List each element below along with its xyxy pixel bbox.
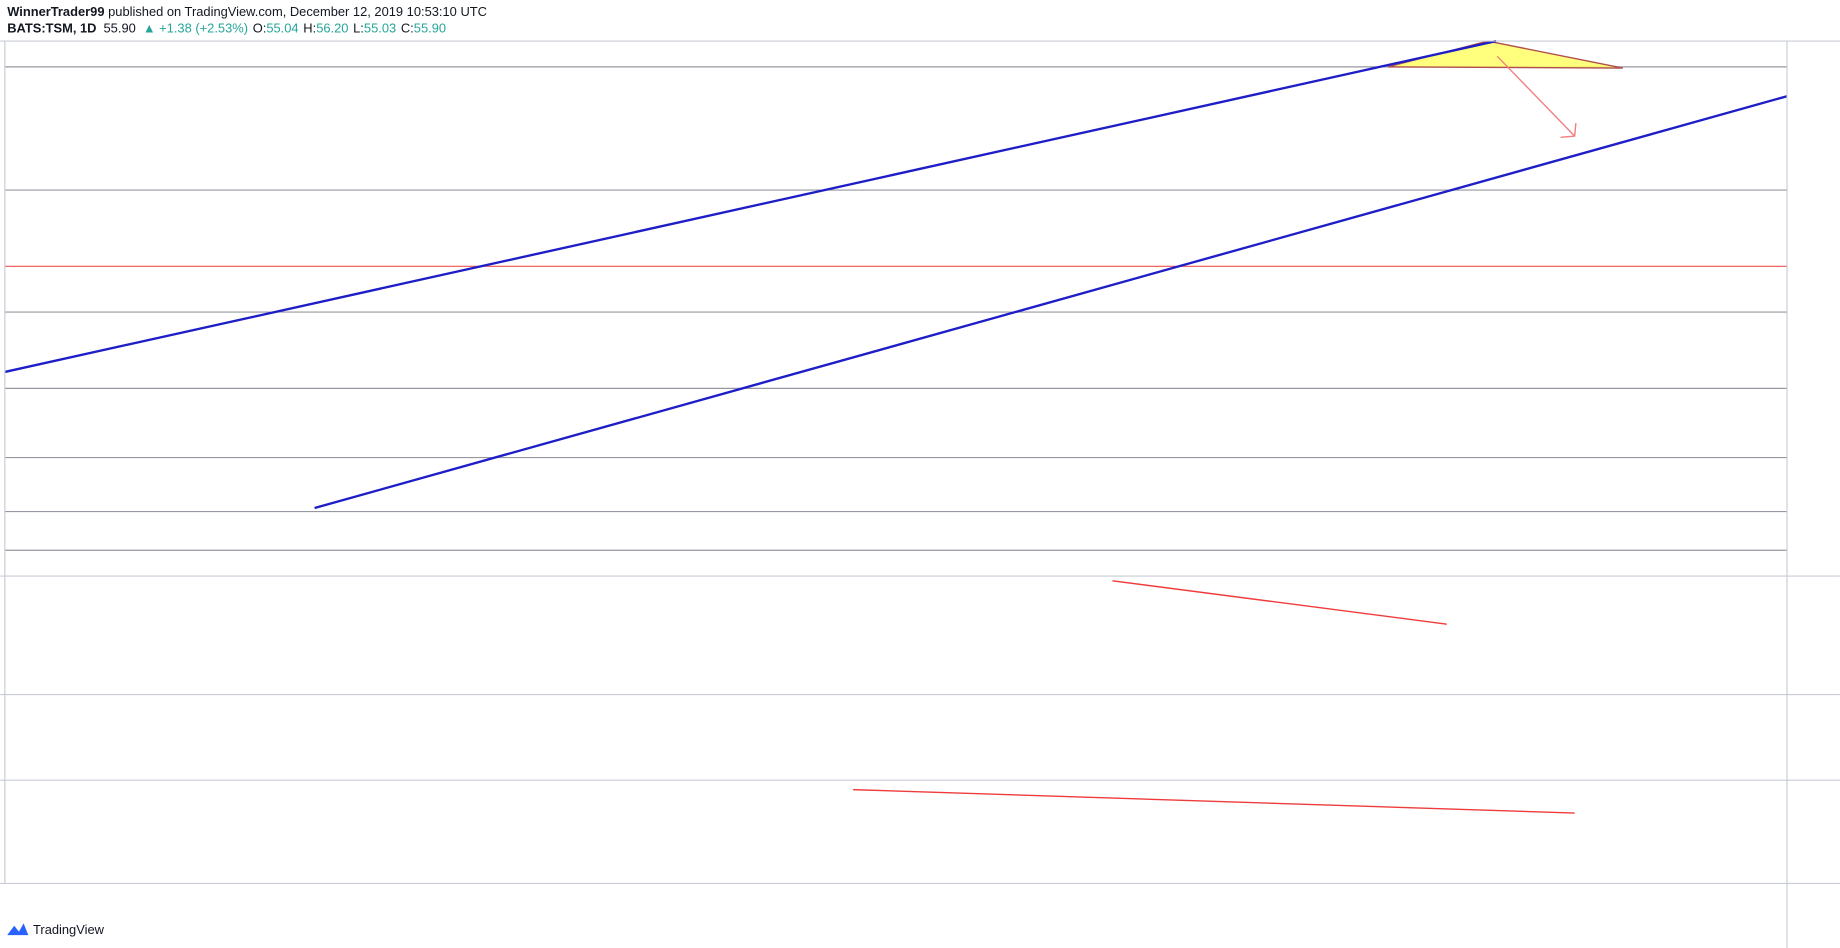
published: published on TradingView.com, December 1…: [105, 4, 487, 19]
last-price: 55.90: [104, 21, 136, 36]
rsi-divergence: [1112, 580, 1447, 625]
mfi-divergence: [853, 788, 1575, 814]
logo-icon: [7, 923, 29, 936]
drawings: [4, 39, 1788, 814]
author: WinnerTrader99: [7, 4, 104, 19]
channel-upper: [4, 39, 1497, 374]
arrow-drawing: [1496, 55, 1576, 137]
logo: TradingView: [7, 922, 105, 937]
ohlc-key: O:: [253, 21, 267, 36]
brand: TradingView: [33, 922, 105, 937]
ohlc-key: L:: [353, 21, 364, 36]
publish-line: WinnerTrader99 published on TradingView.…: [7, 4, 487, 19]
ohlc-value: 55.04: [266, 21, 298, 36]
arrow-head: [1560, 123, 1577, 138]
ohlc-key: C:: [401, 21, 414, 36]
channel-lower: [314, 95, 1788, 510]
ohlc-value: 56.20: [316, 21, 348, 36]
symbol: BATS:TSM, 1D: [7, 21, 96, 36]
ohlc-value: 55.90: [414, 21, 446, 36]
ohlc-value: 55.03: [364, 21, 396, 36]
ohlc-key: H:: [303, 21, 316, 36]
symbol-line: BATS:TSM, 1D 55.90 ▲ +1.38 (+2.53%) O:55.04…: [7, 21, 446, 36]
change: ▲ +1.38 (+2.53%): [143, 21, 248, 36]
